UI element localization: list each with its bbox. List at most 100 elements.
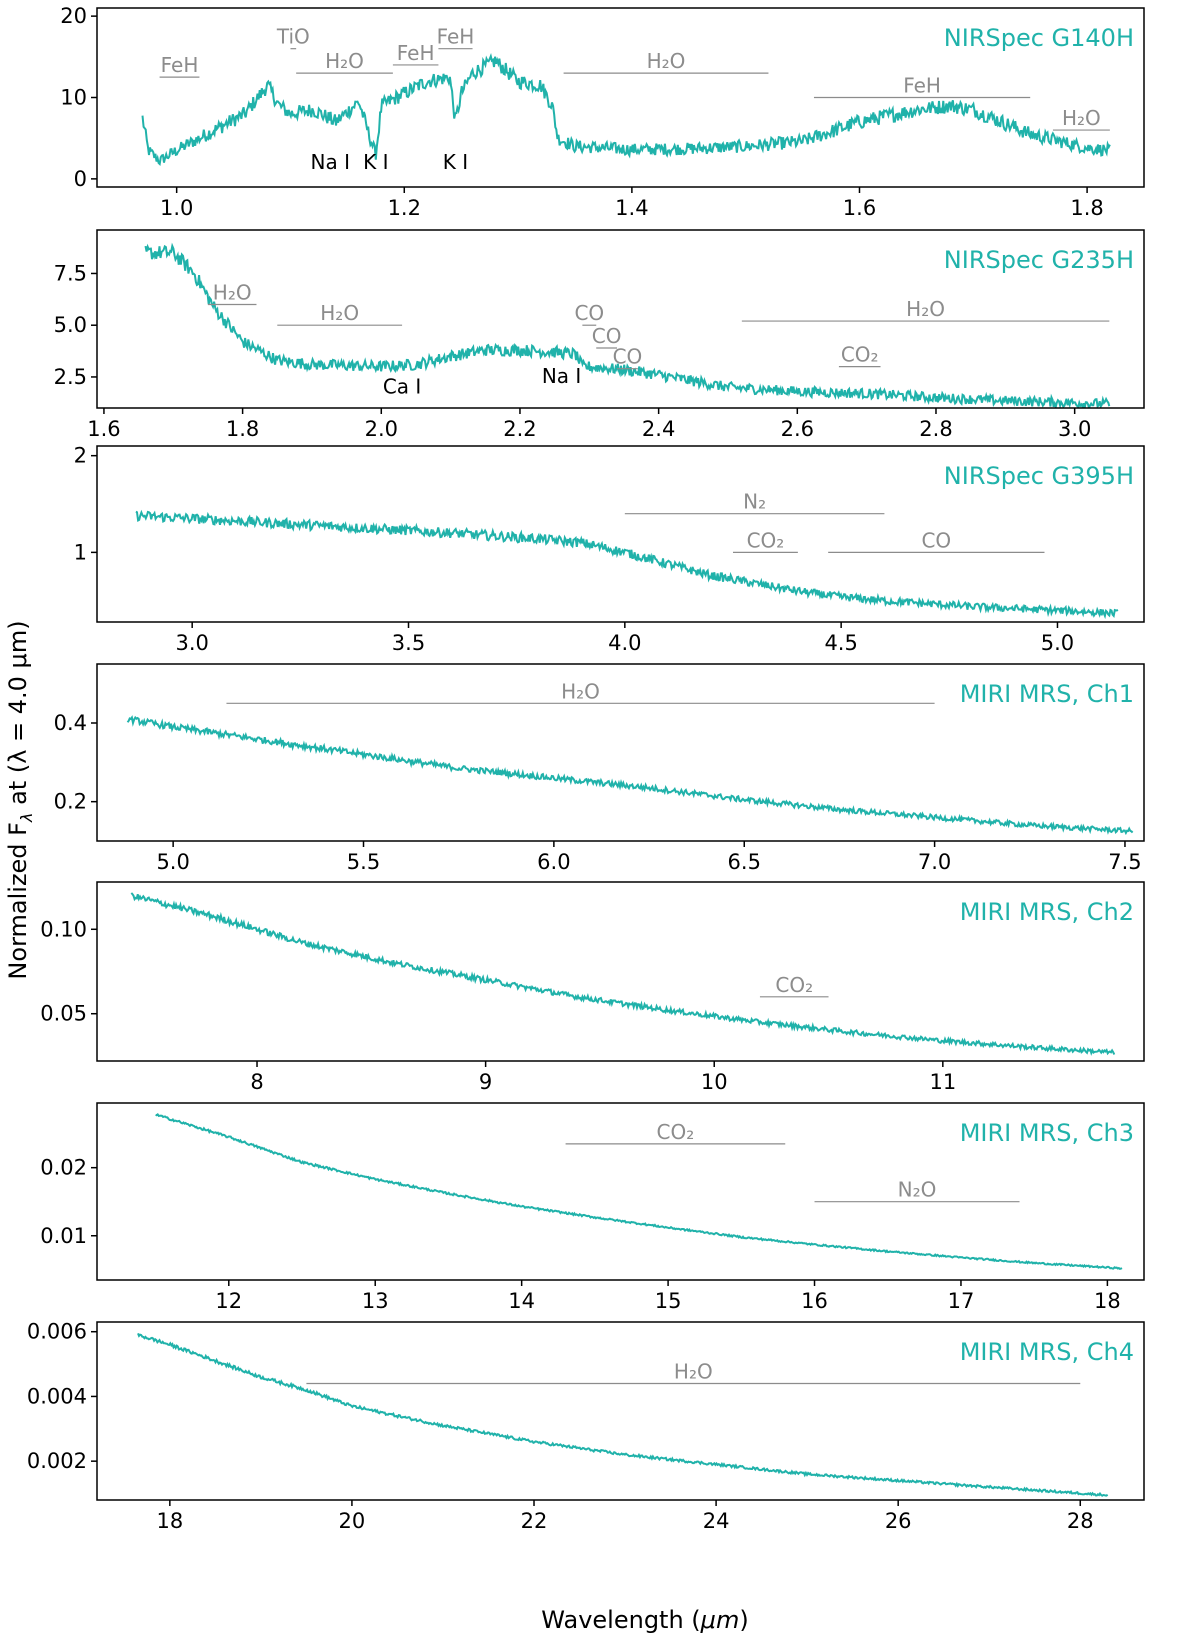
y-axis-label-subscript: λ	[17, 813, 36, 823]
feature-label: H₂O	[674, 1359, 713, 1383]
y-tick-label: 0.05	[40, 1002, 87, 1026]
feature-label: FeH	[903, 74, 941, 98]
feature-label: FeH	[161, 53, 199, 77]
axes-frame	[96, 1102, 1145, 1281]
panel-4: H₂O MIRI MRS, Ch1 5.0 5.5 6.0 6.5 7.0 7.5 0.2 0.4	[54, 663, 1145, 874]
x-axis-label-close: )	[739, 1606, 748, 1634]
x-tick-label: 17	[948, 1289, 975, 1313]
panel-title: MIRI MRS, Ch3	[960, 1119, 1134, 1147]
x-tick-label: 22	[521, 1509, 548, 1533]
x-tick-label: 1.2	[388, 196, 421, 220]
x-tick-label: 7.5	[1108, 850, 1141, 874]
panel-title: MIRI MRS, Ch4	[960, 1338, 1134, 1366]
y-tick-label: 0.2	[54, 790, 87, 814]
y-tick-label: 0.10	[40, 917, 87, 941]
x-tick-label: 6.0	[537, 850, 570, 874]
feature-label: N₂	[743, 490, 766, 514]
y-tick-label: 0.006	[27, 1320, 87, 1344]
x-tick-label: 4.0	[608, 631, 641, 655]
x-tick-label: 1.4	[615, 196, 648, 220]
x-tick-label: 2.8	[919, 417, 952, 441]
atomic-line-label: Na I	[542, 364, 581, 388]
feature-label: N₂O	[898, 1178, 937, 1202]
x-tick-label: 13	[362, 1289, 389, 1313]
x-tick-label: 24	[703, 1509, 730, 1533]
axes-frame	[96, 445, 1145, 623]
feature-label: CO	[613, 345, 643, 369]
feature-label: H₂O	[561, 679, 600, 703]
feature-label: TiO	[276, 25, 310, 49]
spectrum-line	[126, 715, 1134, 836]
x-tick-label: 28	[1067, 1509, 1094, 1533]
x-tick-label: 2.4	[642, 417, 675, 441]
x-tick-label: 26	[885, 1509, 912, 1533]
spectrum-line	[135, 509, 1119, 620]
x-tick-label: 7.0	[918, 850, 951, 874]
x-axis-label: Wavelength (μm)	[541, 1606, 748, 1634]
x-tick-label: 5.5	[347, 850, 380, 874]
x-tick-label: 2.0	[365, 417, 398, 441]
spectrum-line	[137, 1333, 1109, 1497]
y-tick-label: 0.004	[27, 1384, 87, 1408]
axes-frame	[96, 229, 1145, 409]
feature-label: H₂O	[320, 301, 359, 325]
panel-title: NIRSpec G140H	[944, 24, 1134, 52]
x-tick-label: 15	[655, 1289, 682, 1313]
feature-label: CO	[592, 324, 622, 348]
feature-label: CO	[574, 301, 604, 325]
y-tick-label: 0	[74, 167, 87, 191]
x-axis-label-main: Wavelength (	[541, 1606, 700, 1634]
feature-label: FeH	[397, 41, 435, 65]
y-tick-label: 0.4	[54, 711, 87, 735]
x-tick-label: 4.5	[824, 631, 857, 655]
panel-5: CO₂ MIRI MRS, Ch2 8 9 10 11 0.05 0.10	[40, 881, 1145, 1094]
spectrum-line	[130, 892, 1116, 1056]
x-tick-label: 14	[508, 1289, 535, 1313]
y-tick-label: 0.01	[40, 1224, 87, 1248]
x-tick-label: 3.5	[392, 631, 425, 655]
feature-label: CO₂	[657, 1120, 695, 1144]
x-tick-label: 18	[1094, 1289, 1121, 1313]
x-tick-label: 1.6	[87, 417, 120, 441]
y-tick-label: 10	[60, 86, 87, 110]
feature-label: H₂O	[213, 281, 252, 305]
x-tick-label: 2.2	[503, 417, 536, 441]
panel-title: NIRSpec G235H	[944, 246, 1134, 274]
feature-label: H₂O	[1062, 106, 1101, 130]
x-tick-label: 6.5	[728, 850, 761, 874]
feature-label: FeH	[437, 25, 475, 49]
x-tick-label: 10	[701, 1070, 728, 1094]
panel-title: MIRI MRS, Ch1	[960, 680, 1134, 708]
y-tick-label: 2.5	[54, 365, 87, 389]
axes-frame	[96, 1321, 1145, 1501]
feature-label: CO₂	[747, 528, 785, 552]
y-tick-label: 5.0	[54, 313, 87, 337]
spectrum-line	[144, 242, 1111, 408]
y-axis-label-tail: at (λ = 4.0 μm)	[4, 620, 32, 812]
x-axis-label-unit: μm	[700, 1606, 740, 1634]
x-tick-label: 11	[929, 1070, 956, 1094]
panel-title: MIRI MRS, Ch2	[960, 898, 1134, 926]
y-tick-label: 2	[74, 444, 87, 468]
x-tick-label: 16	[801, 1289, 828, 1313]
spectrum-line	[155, 1112, 1123, 1271]
axes-frame	[96, 881, 1145, 1062]
y-tick-label: 0.002	[27, 1449, 87, 1473]
y-tick-label: 20	[60, 4, 87, 28]
x-tick-label: 3.0	[1058, 417, 1091, 441]
x-tick-label: 1.8	[1070, 196, 1103, 220]
x-tick-label: 1.6	[843, 196, 876, 220]
atomic-line-label: Na I	[311, 150, 350, 174]
feature-label: H₂O	[906, 297, 945, 321]
feature-label: CO₂	[775, 973, 813, 997]
x-tick-label: 9	[479, 1070, 492, 1094]
y-tick-label: 1	[74, 540, 87, 564]
atomic-line-label: K I	[443, 150, 468, 174]
x-tick-label: 1.0	[160, 196, 193, 220]
feature-label: H₂O	[647, 49, 686, 73]
axes-frame	[96, 663, 1145, 842]
